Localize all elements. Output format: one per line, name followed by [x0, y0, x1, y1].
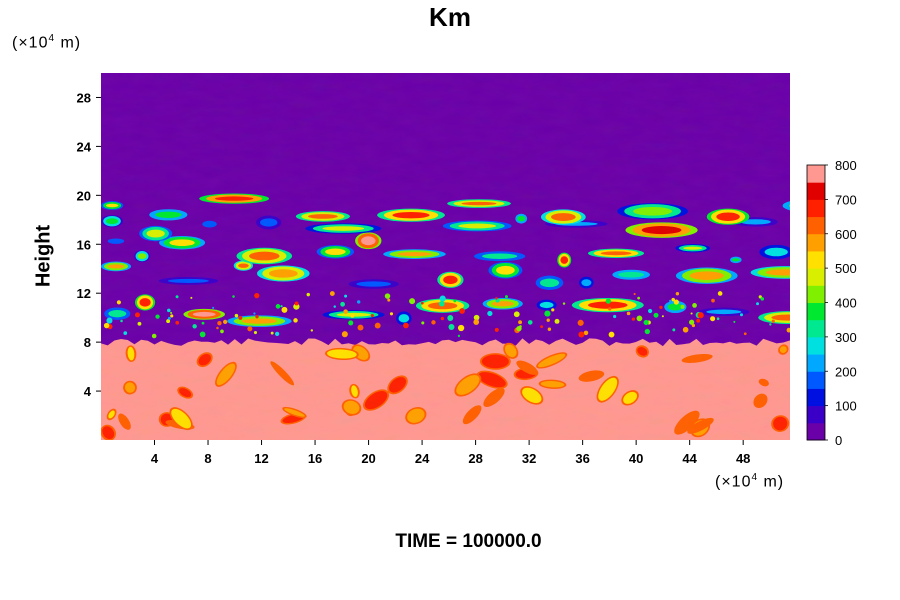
- field-texture: [101, 73, 790, 440]
- x-tick-label: 4: [151, 451, 159, 466]
- colorbar-segment: [807, 216, 825, 235]
- y-tick-label: 8: [84, 335, 91, 350]
- y-tick-label: 16: [77, 237, 91, 252]
- y-tick-label: 4: [84, 384, 92, 399]
- colorbar-segment: [807, 302, 825, 321]
- colorbar-segment: [807, 233, 825, 252]
- colorbar-segment: [807, 319, 825, 338]
- colorbar-segment: [807, 182, 825, 200]
- colorbar-segment: [807, 268, 825, 286]
- x-tick-label: 12: [254, 451, 268, 466]
- colorbar-segment: [807, 199, 825, 218]
- x-tick-label: 20: [361, 451, 375, 466]
- colorbar-segment: [807, 285, 825, 303]
- colorbar-tick-label: 200: [835, 364, 857, 379]
- y-tick-label: 24: [77, 139, 92, 154]
- plot-area: [101, 73, 790, 440]
- colorbar-segment: [807, 405, 825, 424]
- colorbar-tick-label: 100: [835, 399, 857, 414]
- colorbar-segment: [807, 250, 825, 269]
- colorbar-segment: [807, 388, 825, 407]
- colorbar-tick-label: 600: [835, 227, 857, 242]
- x-axis-unit: (×104 m): [715, 472, 785, 491]
- colorbar-segment: [807, 354, 825, 372]
- time-label: TIME = 100000.0: [395, 531, 542, 552]
- x-tick-label: 16: [308, 451, 322, 466]
- colorbar-tick-label: 500: [835, 261, 857, 276]
- x-tick-label: 32: [522, 451, 536, 466]
- x-tick-label: 44: [682, 451, 697, 466]
- x-tick-label: 28: [468, 451, 482, 466]
- x-tick-label: 8: [204, 451, 211, 466]
- colorbar-tick-label: 400: [835, 296, 857, 311]
- y-tick-label: 28: [77, 90, 91, 105]
- colorbar-segment: [807, 336, 825, 355]
- x-tick-label: 24: [415, 451, 430, 466]
- x-tick-label: 36: [575, 451, 589, 466]
- colorbar-tick-label: 300: [835, 330, 857, 345]
- y-axis-unit: (×104 m): [12, 33, 82, 52]
- colorbar-segment: [807, 165, 825, 183]
- colorbar-tick-label: 0: [835, 433, 842, 448]
- colorbar-tick-label: 700: [835, 192, 857, 207]
- colorbar: 0 100 200 300 400 500 600 700 800: [806, 158, 857, 448]
- x-tick-label: 48: [736, 451, 750, 466]
- y-tick-label: 20: [77, 188, 91, 203]
- y-tick-label: 12: [77, 286, 91, 301]
- colorbar-segment: [807, 422, 825, 441]
- colorbar-tick-label: 800: [835, 158, 857, 173]
- x-tick-label: 40: [629, 451, 643, 466]
- colorbar-segment: [807, 371, 825, 389]
- chart-title: Km: [429, 2, 471, 32]
